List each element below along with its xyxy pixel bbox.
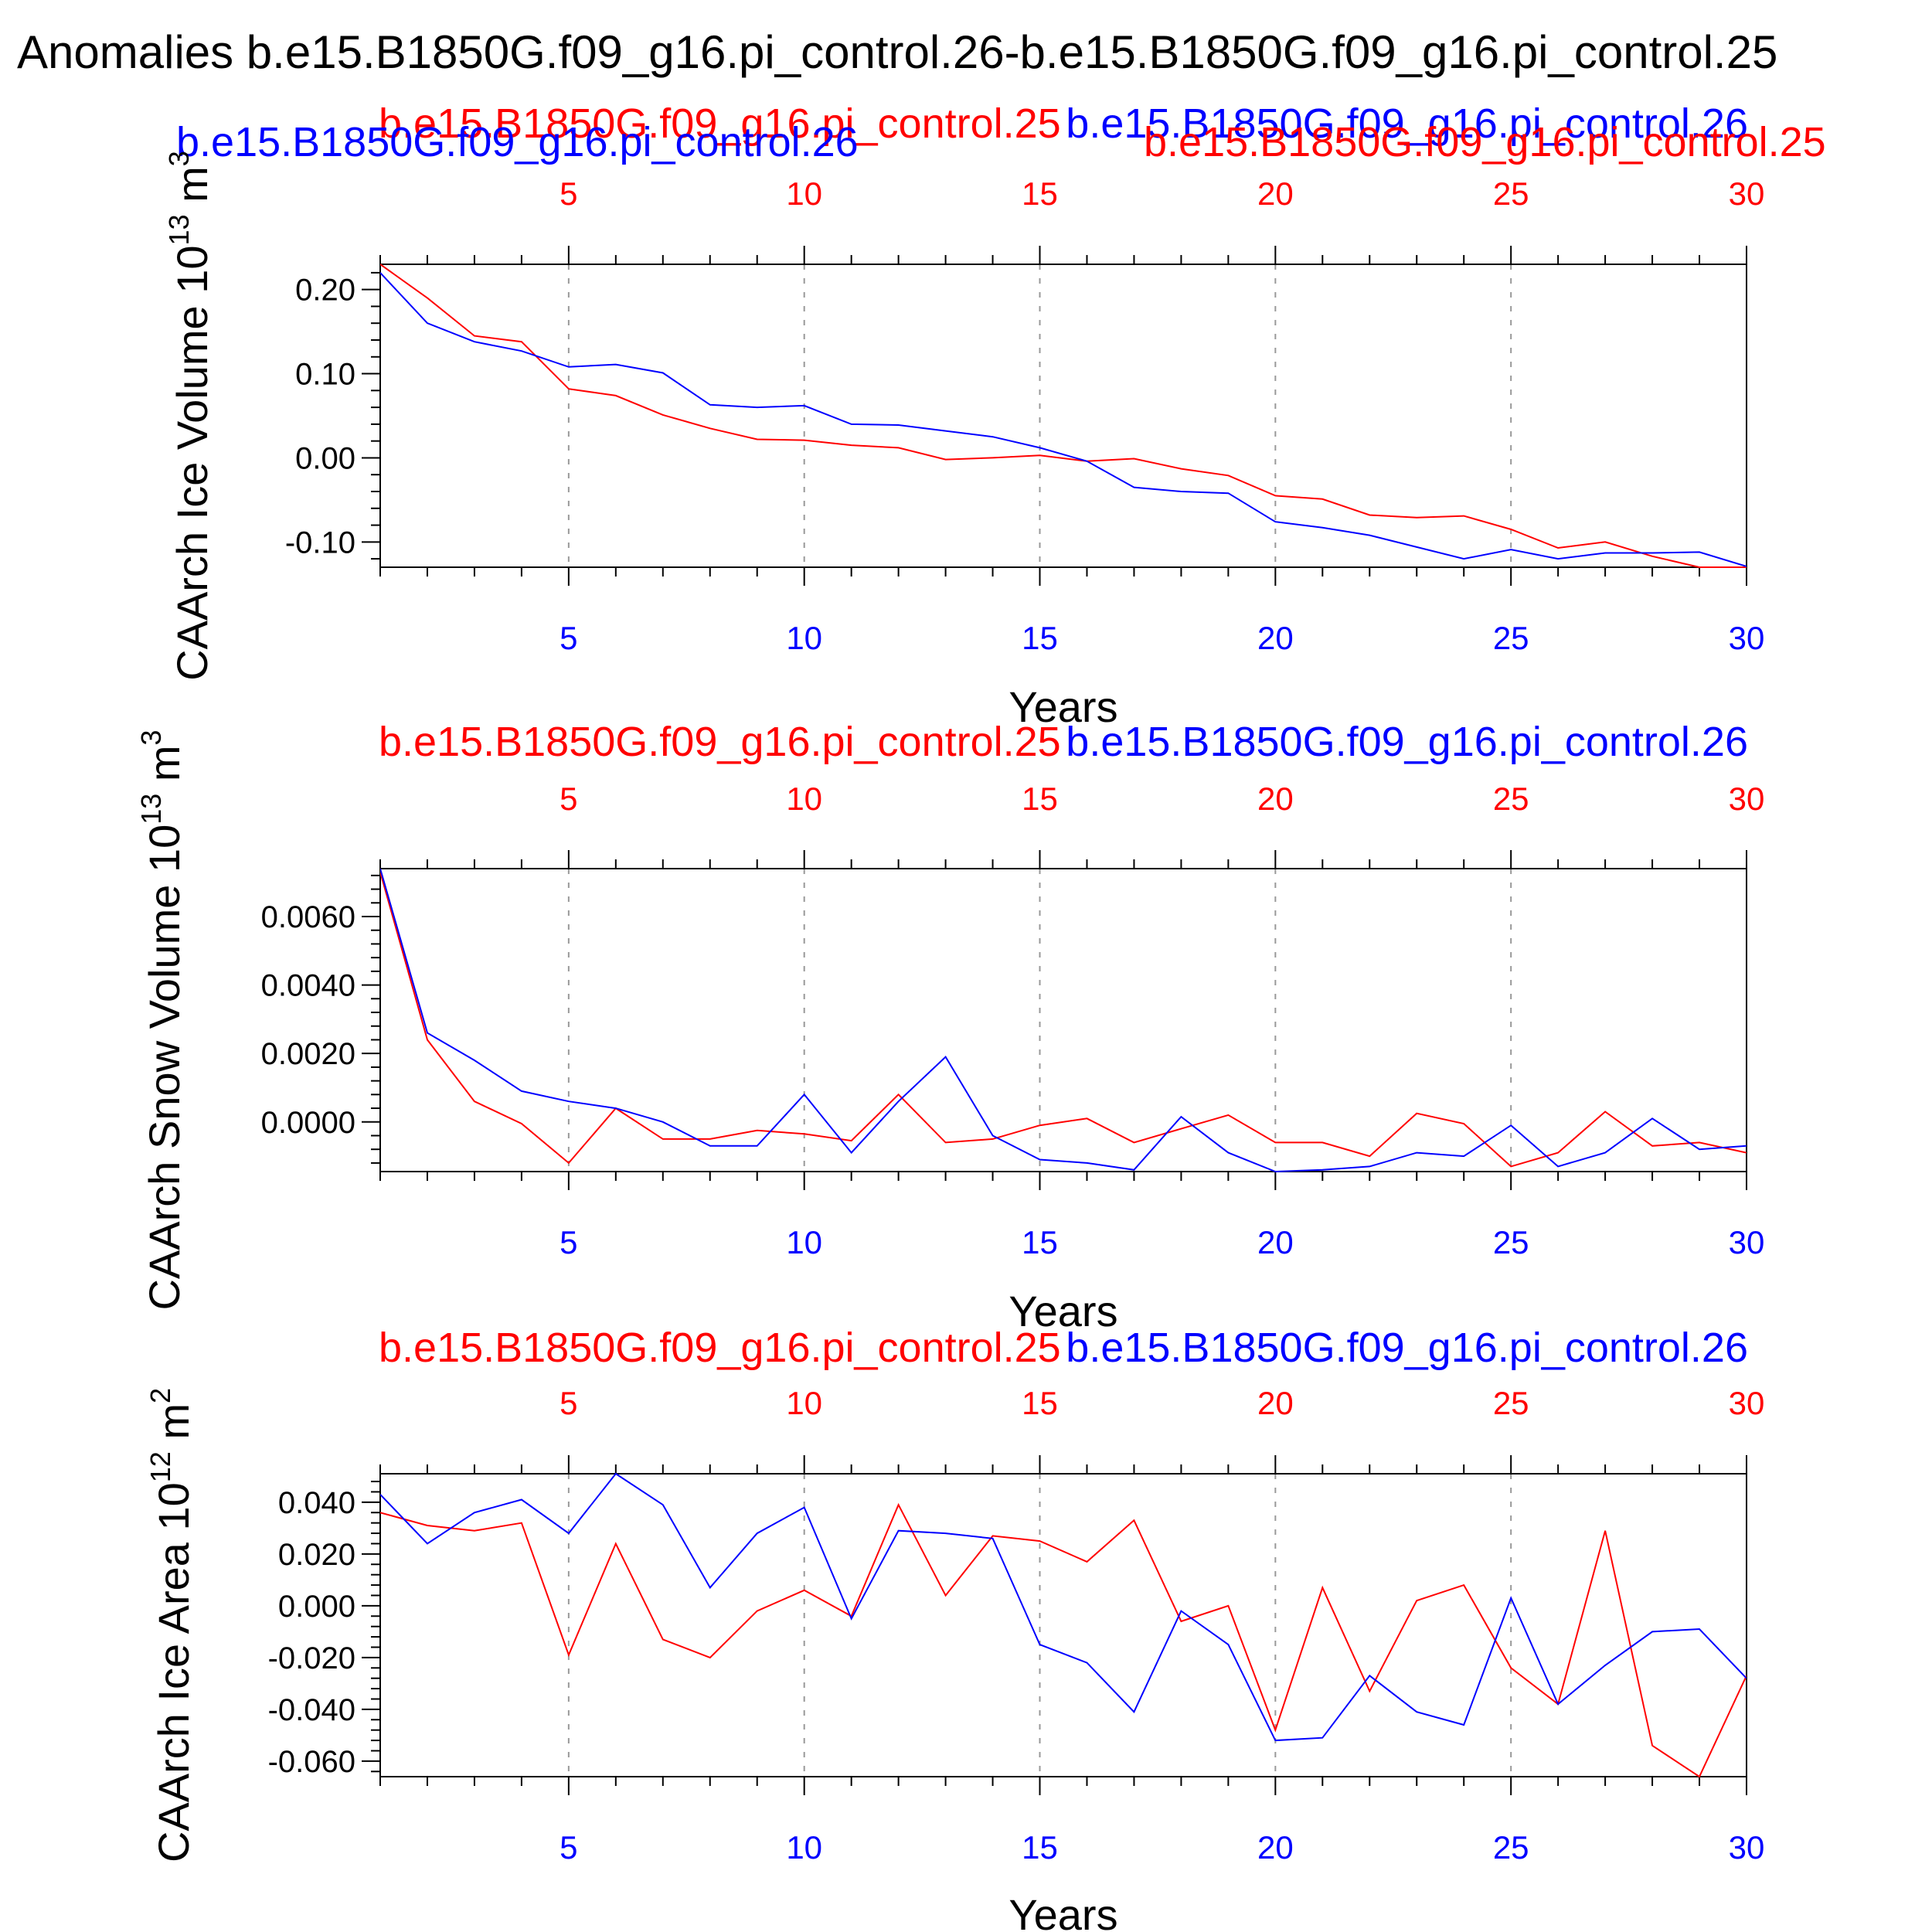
x-tick-label-bottom: 15 <box>1022 620 1058 656</box>
x-tick-label-top: 25 <box>1493 175 1529 212</box>
panels-container: 0.200.100.00-0.105510101515202025253030b… <box>135 100 1826 1932</box>
x-tick-label-bottom: 15 <box>1022 1224 1058 1260</box>
legend-label-series-a: b.e15.B1850G.f09_g16.pi_control.25 <box>379 1325 1061 1371</box>
y-axis-label-unit-exponent: 3 <box>163 151 195 166</box>
y-axis-label-unit-exponent: 2 <box>145 1388 176 1403</box>
x-tick-label-top: 30 <box>1729 1385 1765 1421</box>
x-tick-label-top: 5 <box>560 175 577 212</box>
x-tick-label-bottom: 10 <box>786 1829 822 1866</box>
x-tick-label-top: 15 <box>1022 175 1058 212</box>
series-line-pi-control-25 <box>380 264 1747 568</box>
x-tick-label-bottom: 10 <box>786 1224 822 1260</box>
y-tick-label: 0.0060 <box>261 900 355 934</box>
series-line-pi-control-26 <box>380 1472 1747 1742</box>
y-axis-label-unit-exponent: 3 <box>135 730 167 745</box>
panel-2: 0.0060 0.0040 0.0020 0.0000 5 5 10 10 15 15 20 20 25… <box>135 719 1764 1335</box>
y-tick-label: 0.000 <box>278 1590 355 1624</box>
x-tick-label-top: 10 <box>786 175 822 212</box>
x-tick-label-top: 5 <box>560 1385 577 1421</box>
y-axis-label-unit: m <box>149 1403 198 1451</box>
x-tick-label-bottom: 5 <box>560 620 577 656</box>
y-tick-label: 0.0000 <box>261 1106 355 1140</box>
y-tick-label: -0.10 <box>285 526 355 560</box>
series-line-pi-control-26 <box>380 272 1747 567</box>
x-axis-label: Years <box>1009 1287 1117 1335</box>
y-tick-label: 0.040 <box>278 1486 355 1520</box>
x-tick-label-bottom: 5 <box>560 1829 577 1866</box>
y-axis-label-exponent: 12 <box>145 1451 176 1482</box>
legend-label-extra-a: b.e15.B1850G.f09_g16.pi_control.25 <box>1144 119 1826 165</box>
series-line-pi-control-26 <box>380 868 1747 1173</box>
plot-frame <box>379 868 1747 1172</box>
plot-frame <box>379 264 1747 568</box>
x-tick-label-bottom: 10 <box>786 620 822 656</box>
x-tick-label-top: 30 <box>1729 175 1765 212</box>
x-tick-label-top: 10 <box>786 1385 822 1421</box>
y-axis-label-unit: m <box>168 166 216 214</box>
legend-label-extra-b: b.e15.B1850G.f09_g16.pi_control.26 <box>176 119 859 165</box>
x-tick-label-bottom: 30 <box>1729 1829 1765 1866</box>
y-axis-label-exponent: 13 <box>163 214 195 245</box>
x-tick-label-top: 30 <box>1729 781 1765 817</box>
y-tick-label: 0.10 <box>295 358 355 392</box>
legend-label-series-b: b.e15.B1850G.f09_g16.pi_control.26 <box>1066 719 1748 765</box>
legend-label-series-a: b.e15.B1850G.f09_g16.pi_control.25 <box>379 100 1061 147</box>
x-tick-label-bottom: 25 <box>1493 620 1529 656</box>
y-tick-label: 0.0040 <box>261 969 355 1003</box>
y-tick-label: 0.020 <box>278 1538 355 1572</box>
x-tick-label-top: 20 <box>1257 1385 1294 1421</box>
plot-frame <box>379 1473 1747 1777</box>
y-axis-label: CAArch Ice Volume 1013 m3 <box>163 151 216 681</box>
x-tick-label-top: 15 <box>1022 781 1058 817</box>
panel-1: 0.20 0.10 0.00 -0.10 5 5 10 10 15 15 20 20 25 25 30 30 b… <box>163 100 1826 731</box>
y-tick-label: -0.060 <box>268 1745 355 1779</box>
x-tick-label-bottom: 20 <box>1257 620 1294 656</box>
legend-label-series-b: b.e15.B1850G.f09_g16.pi_control.26 <box>1066 100 1748 147</box>
legend-label-series-b: b.e15.B1850G.f09_g16.pi_control.26 <box>1066 1325 1748 1371</box>
x-tick-label-top: 10 <box>786 781 822 817</box>
y-axis-label-exponent: 13 <box>135 794 167 825</box>
y-axis-label-text: CAArch Snow Volume 10 <box>140 825 189 1311</box>
y-axis-label-unit: m <box>140 745 189 793</box>
x-tick-label-top: 25 <box>1493 1385 1529 1421</box>
y-axis-label: CAArch Snow Volume 1013 m3 <box>135 730 189 1310</box>
figure-title: Anomalies b.e15.B1850G.f09_g16.pi_contro… <box>17 26 1777 78</box>
y-axis-label-text: CAArch Ice Area 10 <box>149 1482 198 1862</box>
y-tick-label: -0.020 <box>268 1641 355 1675</box>
x-tick-label-bottom: 15 <box>1022 1829 1058 1866</box>
x-tick-label-top: 15 <box>1022 1385 1058 1421</box>
x-tick-label-bottom: 30 <box>1729 1224 1765 1260</box>
series-line-pi-control-25 <box>380 1502 1747 1778</box>
y-axis-label: CAArch Ice Area 1012 m2 <box>145 1388 198 1862</box>
x-tick-label-bottom: 20 <box>1257 1829 1294 1866</box>
x-tick-label-top: 5 <box>560 781 577 817</box>
y-tick-label: -0.040 <box>268 1693 355 1727</box>
x-tick-label-bottom: 25 <box>1493 1829 1529 1866</box>
x-axis-label: Years <box>1009 1890 1117 1932</box>
panel-3: 0.040 0.020 0.000 -0.020 -0.040 -0.060 5 5 10 10 1… <box>145 1325 1764 1932</box>
x-axis-label: Years <box>1009 682 1117 731</box>
x-tick-label-top: 20 <box>1257 175 1294 212</box>
x-tick-label-bottom: 25 <box>1493 1224 1529 1260</box>
series-line-pi-control-25 <box>380 872 1747 1168</box>
y-tick-label: 0.00 <box>295 441 355 475</box>
y-tick-label: 0.20 <box>295 274 355 308</box>
legend-label-series-a: b.e15.B1850G.f09_g16.pi_control.25 <box>379 719 1061 765</box>
x-tick-label-bottom: 5 <box>560 1224 577 1260</box>
x-tick-label-top: 20 <box>1257 781 1294 817</box>
x-tick-label-top: 25 <box>1493 781 1529 817</box>
y-axis-label-text: CAArch Ice Volume 10 <box>168 245 216 680</box>
y-tick-label: 0.0020 <box>261 1037 355 1071</box>
x-tick-label-bottom: 30 <box>1729 620 1765 656</box>
x-tick-label-bottom: 20 <box>1257 1224 1294 1260</box>
